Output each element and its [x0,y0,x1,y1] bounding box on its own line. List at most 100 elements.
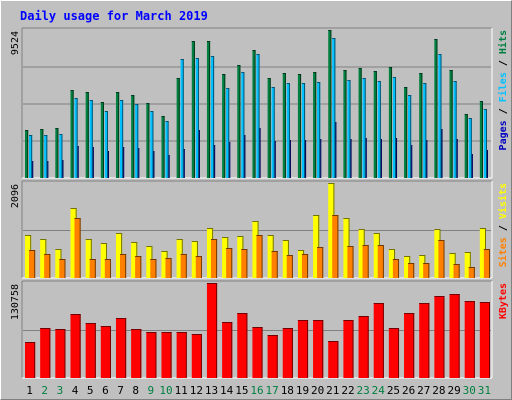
bar-visits-day-8-cap [131,242,138,243]
bar-files-day-28-cap [438,54,442,55]
bar-kbytes-day-12-edge [200,334,202,378]
bar-kbytes-day-29-edge [458,294,460,378]
bar-sites-day-2-cap [44,254,51,255]
bar-pages-day-31-edge [487,150,488,178]
bar-kbytes-day-27-edge [428,303,430,378]
bar-hits-day-6 [100,102,104,178]
bar-visits-day-22-cap [343,218,350,219]
x-tick-label-7: 7 [117,384,124,397]
bar-files-day-2-edge [46,135,48,178]
bar-sites-day-7-edge [125,254,127,278]
bar-visits-day-6-cap [100,243,107,244]
bar-pages-day-30-edge [471,154,473,178]
bar-files-day-18-edge [288,83,290,178]
bar-pages-day-15-edge [244,135,246,178]
bar-hits-day-12-cap [191,41,195,42]
bar-hits-day-26 [404,87,408,178]
bar-kbytes-day-22 [343,320,354,378]
bar-hits-day-2-cap [40,129,44,130]
bar-files-day-18 [286,83,290,178]
bar-hits-day-14-cap [222,74,226,75]
bar-files-day-9-cap [150,111,154,112]
bar-files-day-5-cap [89,100,93,101]
bar-hits-day-9-cap [146,103,150,104]
bar-sites-day-6 [104,259,111,278]
bar-visits-day-30 [464,252,471,278]
bar-sites-day-4-cap [74,218,81,219]
bar-hits-day-8-edge [133,95,135,178]
legend-entry-visits: Visits [497,183,509,219]
bar-visits-day-27-cap [419,255,426,256]
bar-pages-day-14-edge [229,142,231,178]
bar-sites-day-1 [29,250,36,278]
bar-files-day-29 [453,81,457,178]
bar-visits-day-30-cap [464,252,471,253]
legend-entry-hits: Hits [497,30,509,54]
bar-hits-day-4-edge [72,90,74,178]
bar-files-day-26-edge [410,95,412,178]
bar-kbytes-day-30-edge [473,301,475,378]
bar-hits-day-21-cap [328,30,332,31]
bar-files-day-23 [362,78,366,178]
bar-sites-day-29-edge [458,264,460,278]
bar-hits-day-7 [115,92,120,178]
bar-sites-day-11 [180,254,187,278]
bar-hits-day-27-edge [421,73,423,178]
bar-files-day-23-edge [364,78,366,178]
bar-files-day-1 [29,135,33,178]
bar-sites-day-4-edge [79,218,81,278]
bar-hits-day-16-edge [254,50,256,178]
bar-hits-day-12-edge [193,41,195,178]
bar-pages-day-28-edge [441,129,443,178]
bar-files-day-31 [483,109,487,178]
bar-kbytes-day-16-cap [252,327,263,328]
bar-files-day-6-edge [106,111,108,178]
bar-files-day-25 [392,77,397,178]
x-tick-label-9: 9 [148,384,155,397]
bar-sites-day-4 [74,218,81,278]
bar-kbytes-day-7 [115,318,127,378]
bar-hits-day-20-cap [313,72,317,73]
bar-sites-day-9-edge [155,259,157,278]
bar-kbytes-day-6 [100,326,111,378]
bar-files-day-19-cap [301,83,306,84]
bar-hits-day-28-cap [434,39,438,40]
bar-kbytes-day-9 [146,332,157,378]
bar-sites-day-30-edge [473,267,475,278]
bar-files-day-17 [271,87,275,178]
bar-files-day-21-edge [334,38,336,178]
bar-files-day-28-edge [440,54,442,178]
bar-visits-day-4-cap [70,208,77,209]
bar-visits-day-27 [419,255,426,278]
bar-kbytes-day-17-cap [267,335,278,336]
bar-kbytes-day-12-cap [191,334,202,335]
bar-sites-day-7 [119,254,127,278]
bar-files-day-25-edge [395,77,397,178]
bar-pages-day-2-edge [47,161,49,178]
bar-files-day-30-edge [470,118,472,178]
bar-visits-day-13-cap [206,228,214,229]
bar-kbytes-day-4-cap [70,314,81,315]
bar-files-day-29-cap [453,81,457,82]
x-tick-label-22: 22 [341,384,354,397]
bar-hits-day-19-cap [297,74,302,75]
bar-sites-day-28-edge [443,240,445,278]
bar-sites-day-14-cap [226,248,233,249]
bar-sites-day-30-cap [468,267,475,268]
bar-pages-day-4-edge [77,146,79,178]
bar-hits-day-31-edge [482,101,483,178]
bar-hits-day-13 [206,41,211,178]
bar-visits-day-12 [191,241,198,278]
bar-hits-day-11-edge [178,78,180,178]
bar-visits-day-18 [282,240,289,278]
bar-kbytes-day-1-edge [34,342,36,378]
legend-entry-kbytes: KBytes [498,283,509,319]
legend-hits-files-pages: Pages / Files / Hits [497,30,509,150]
bar-pages-day-6-edge [107,151,109,178]
bar-files-day-28 [438,54,442,178]
bar-visits-day-18-cap [282,240,289,241]
bar-sites-day-7-cap [119,254,127,255]
x-tick-label-8: 8 [132,384,139,397]
bar-pages-day-13-edge [214,145,216,178]
